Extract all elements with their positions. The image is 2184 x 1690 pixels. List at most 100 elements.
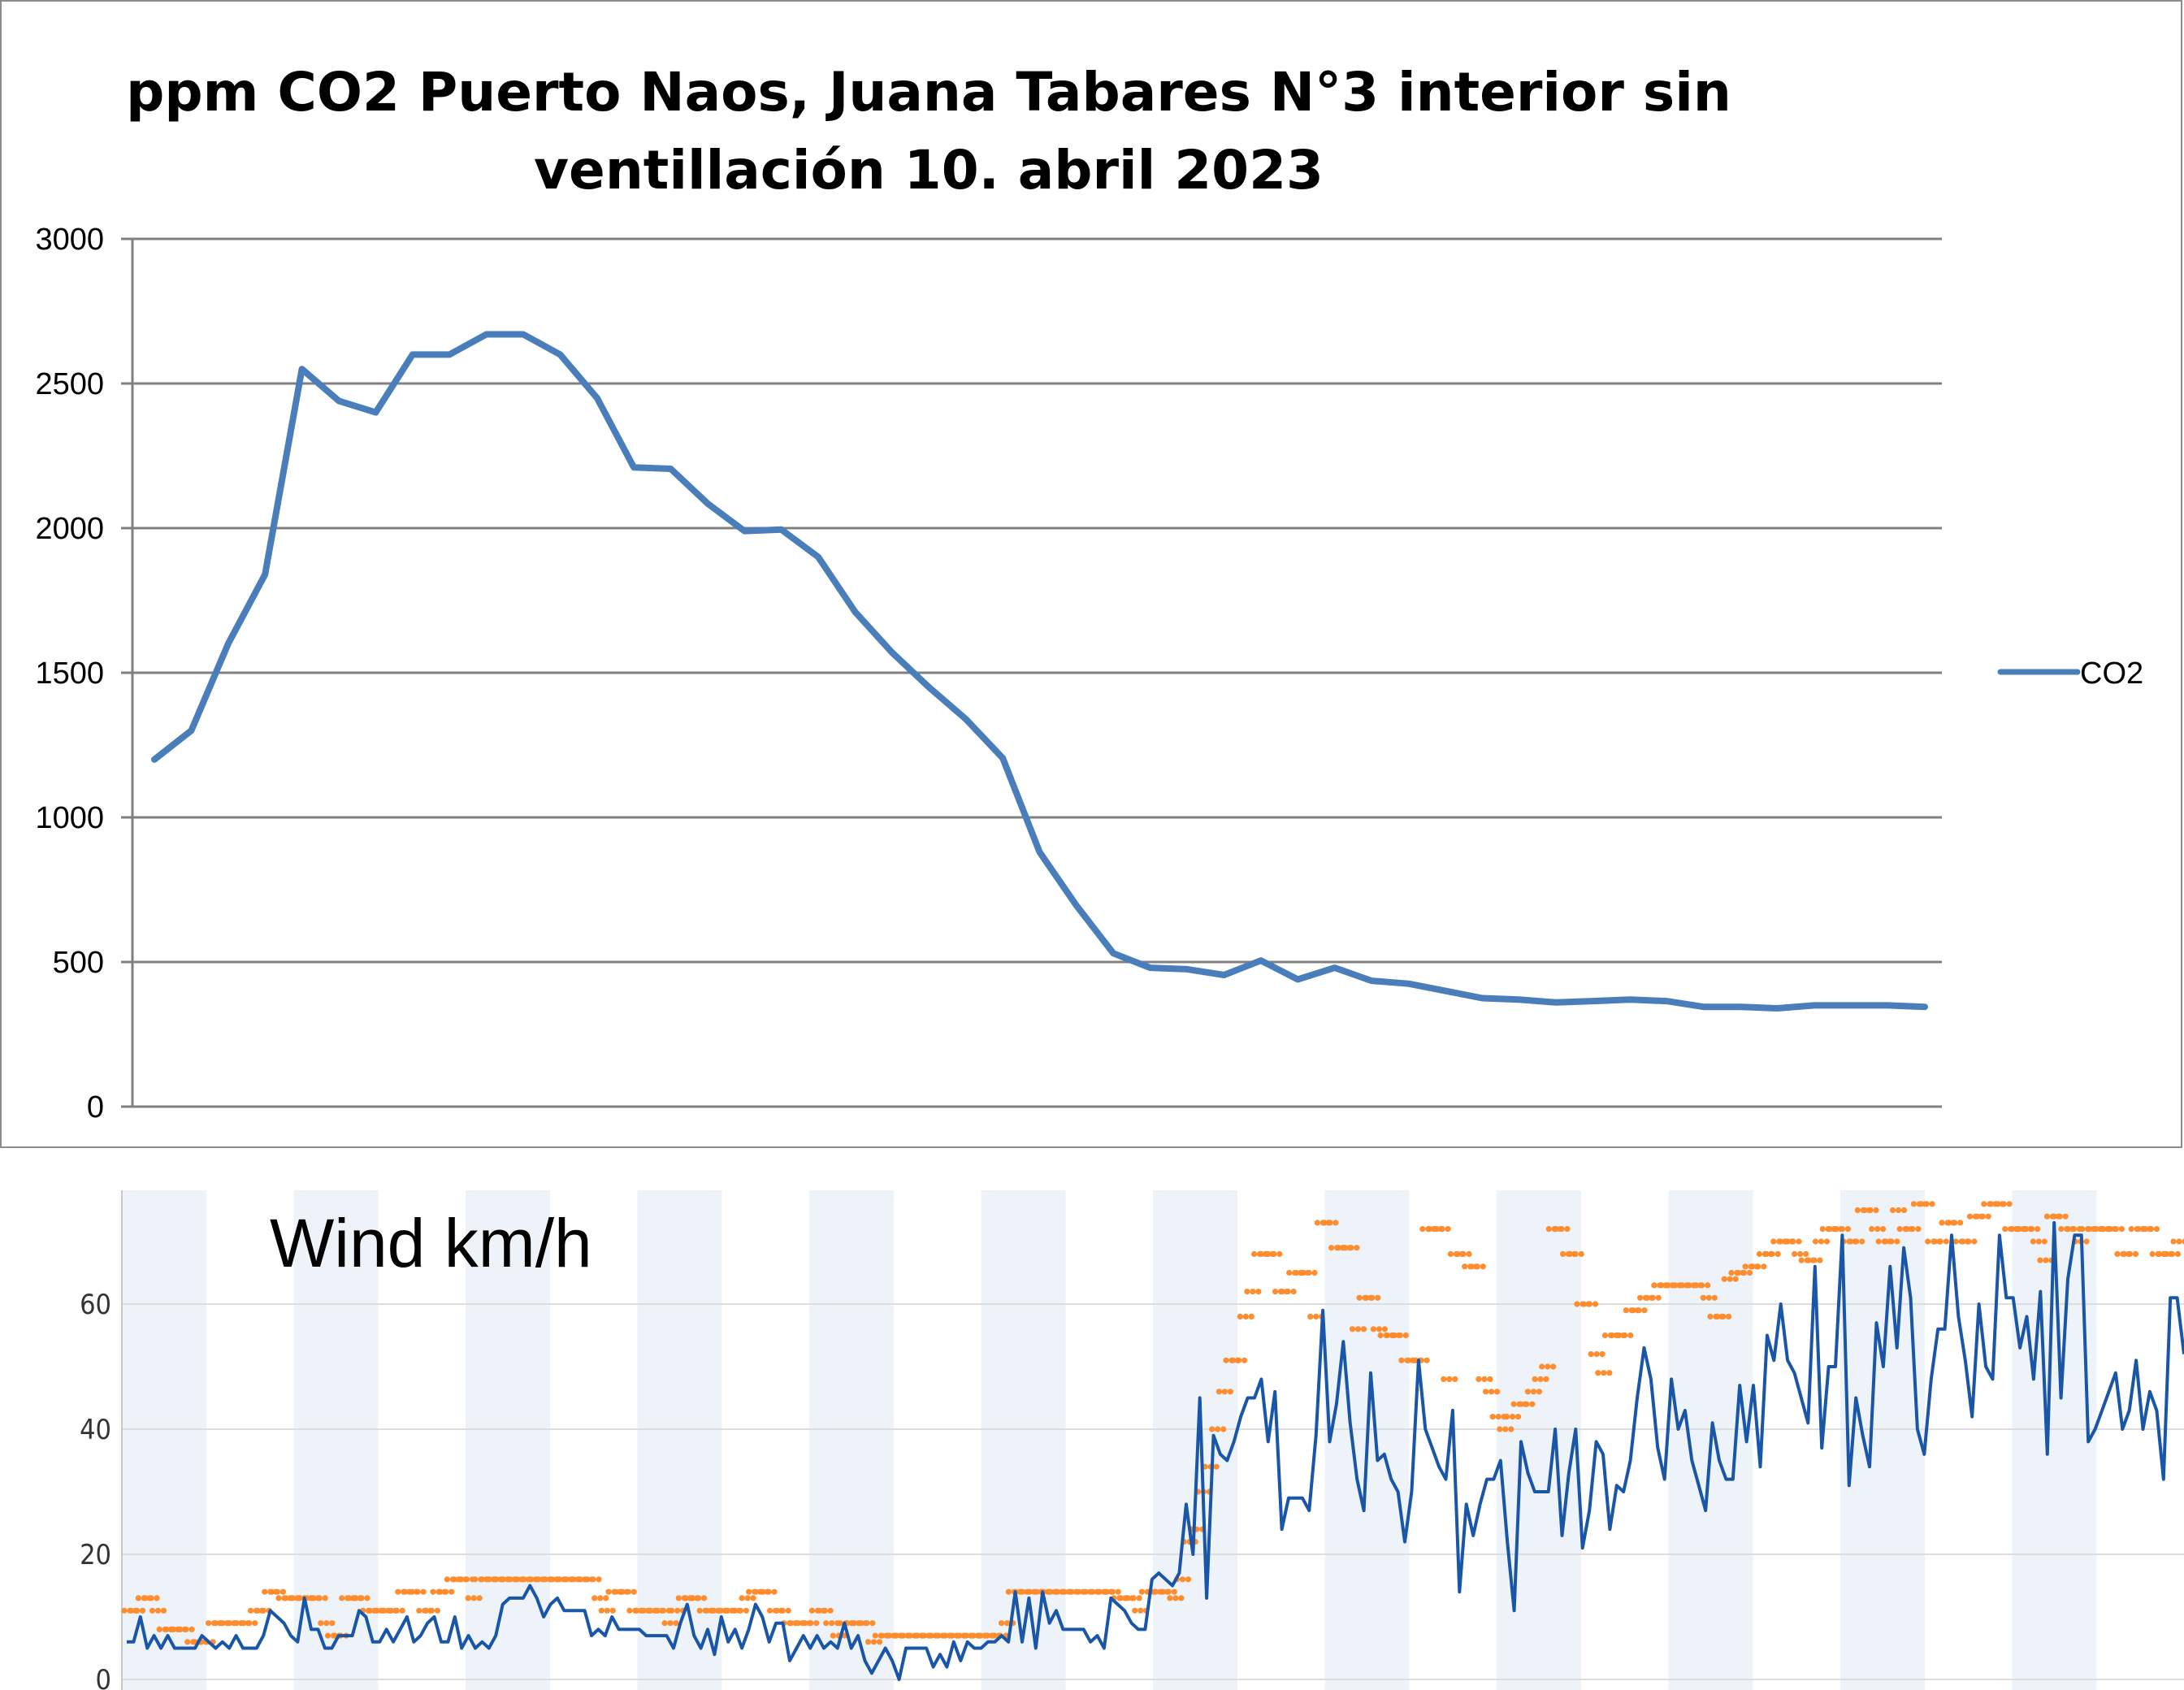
wind-gust-point: [1869, 1226, 1887, 1233]
wind-gust-point: [1931, 1238, 1949, 1245]
wind-gust-point: [1454, 1250, 1472, 1257]
wind-day-band: [122, 1190, 206, 1690]
wind-y-tick-label: 20: [80, 1539, 111, 1571]
wind-gust-point: [592, 1595, 609, 1601]
wind-gust-point: [1321, 1220, 1339, 1226]
wind-gust-point: [760, 1588, 778, 1595]
wind-gust-point: [858, 1620, 876, 1627]
wind-gust-point: [1103, 1588, 1121, 1595]
wind-gust-point: [1503, 1414, 1522, 1420]
wind-gust-point: [177, 1626, 195, 1632]
co2-chart-panel: [0, 0, 2182, 1148]
wind-gust-point: [318, 1620, 336, 1627]
wind-gust-point: [2037, 1257, 2055, 1263]
wind-gust-point: [1476, 1376, 1493, 1382]
wind-gust-point: [1714, 1313, 1732, 1320]
wind-gust-point: [619, 1588, 637, 1595]
wind-gridlines: [121, 1190, 2184, 1690]
wind-gust-point: [422, 1607, 441, 1614]
wind-gust-point: [1300, 1269, 1318, 1276]
wind-gust-point: [2163, 1250, 2181, 1257]
wind-gust-point: [1693, 1282, 1711, 1289]
wind-gust-point: [1349, 1326, 1367, 1332]
wind-gust-point: [1735, 1269, 1753, 1276]
wind-gust-point: [388, 1607, 405, 1614]
wind-gust-point: [584, 1576, 602, 1583]
wind-gust-point: [1370, 1326, 1388, 1332]
wind-gust-point: [128, 1607, 146, 1614]
legend-label-co2: CO2: [2080, 656, 2143, 691]
wind-gust-point: [149, 1607, 167, 1614]
wind-gust-point: [2170, 1238, 2184, 1245]
wind-gust-point: [864, 1639, 883, 1645]
wind-gust-point: [2051, 1213, 2069, 1220]
chart-title-line-2: ventillación 10. abril 2023: [534, 139, 1324, 202]
wind-gust-point: [1812, 1238, 1831, 1245]
wind-gust-point: [999, 1620, 1016, 1627]
wind-gust-point: [1483, 1389, 1501, 1395]
wind-speed-series: [127, 1220, 2184, 1681]
wind-gust-point: [774, 1607, 791, 1614]
wind-day-band: [1153, 1190, 1237, 1690]
wind-gust-point: [1700, 1294, 1718, 1301]
co2-chart: ppm CO2 Puerto Naos, Juana Tabares N°3 i…: [35, 61, 2143, 1124]
wind-gust-point: [142, 1595, 160, 1601]
co2-y-tick-label: 500: [53, 946, 104, 980]
wind-gust-point: [1883, 1238, 1900, 1245]
wind-gust-point: [739, 1595, 756, 1601]
wind-speed-line: [127, 1220, 2184, 1681]
wind-gust-point: [1279, 1289, 1297, 1295]
co2-y-tick-label: 0: [87, 1090, 104, 1124]
wind-gust-point: [1539, 1363, 1557, 1370]
wind-gust-point: [1553, 1226, 1571, 1233]
wind-gust-point: [1833, 1226, 1851, 1233]
wind-day-band: [981, 1190, 1066, 1690]
wind-gust-point: [1441, 1376, 1458, 1382]
wind-day-band: [1840, 1190, 1925, 1690]
wind-gust-point: [1497, 1426, 1514, 1432]
wind-day-band: [1497, 1190, 1581, 1690]
wind-gust-point: [1124, 1595, 1142, 1601]
wind-gust-point: [1588, 1351, 1606, 1358]
wind-gust-point: [690, 1595, 708, 1601]
wind-gust-point: [1566, 1250, 1584, 1257]
wind-gust-point: [1237, 1313, 1254, 1320]
wind-gust-point: [1167, 1595, 1185, 1601]
wind-gust-point: [1861, 1207, 1879, 1214]
co2-y-tick-label: 2500: [35, 367, 104, 401]
wind-gust-point: [1960, 1238, 1978, 1245]
wind-gust-point: [1644, 1294, 1662, 1301]
wind-gust-point: [353, 1595, 370, 1601]
wind-gust-point: [661, 1620, 679, 1627]
wind-chart: 0 20 40 60 Wind km/h: [80, 1190, 2184, 1690]
wind-gust-point: [1995, 1201, 2013, 1207]
wind-gust-point: [731, 1607, 750, 1614]
wind-gust-point: [1363, 1294, 1381, 1301]
co2-legend: CO2: [1997, 656, 2143, 691]
co2-line: [151, 331, 1928, 1012]
wind-gust-point: [1532, 1376, 1549, 1382]
wind-day-bands: [122, 1190, 2097, 1690]
wind-gust-point: [1244, 1289, 1262, 1295]
wind-gust-point: [1159, 1588, 1177, 1595]
co2-gridlines: [121, 237, 1942, 1108]
wind-gust-point: [1721, 1276, 1739, 1282]
wind-gust-point: [1630, 1307, 1648, 1314]
wind-gust-point: [1230, 1357, 1248, 1363]
wind-gust-point: [1946, 1220, 1964, 1226]
wind-gust-point: [1595, 1370, 1613, 1376]
co2-y-tick-label: 3000: [35, 223, 104, 257]
wind-gust-point: [1616, 1332, 1634, 1339]
wind-gust-point: [1518, 1401, 1536, 1407]
wind-gust-point: [2121, 1250, 2139, 1257]
wind-gust-point: [1412, 1357, 1430, 1363]
wind-gust-point: [1524, 1389, 1542, 1395]
co2-y-axis-ticks: 0 500 1000 1500 2000 2500 3000: [35, 223, 104, 1124]
wind-gust-point: [240, 1620, 258, 1627]
wind-y-tick-label: 60: [80, 1289, 111, 1321]
wind-gust-point: [1265, 1250, 1283, 1257]
wind-gust-point: [1918, 1201, 1935, 1207]
wind-gust-point: [1749, 1263, 1767, 1270]
wind-gust-point: [598, 1607, 616, 1614]
wind-gust-point: [802, 1620, 820, 1627]
